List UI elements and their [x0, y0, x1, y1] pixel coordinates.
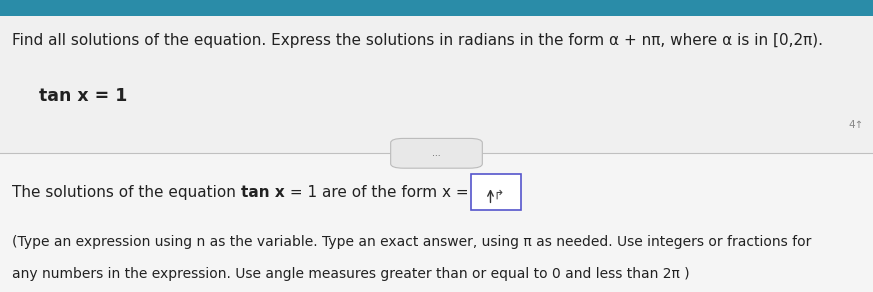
Text: The solutions of the equation: The solutions of the equation: [12, 185, 241, 200]
Text: ...: ...: [432, 149, 441, 158]
Text: = 1 are of the form x =: = 1 are of the form x =: [285, 185, 473, 200]
Text: ↱: ↱: [493, 189, 504, 201]
FancyBboxPatch shape: [0, 0, 873, 16]
FancyBboxPatch shape: [391, 138, 482, 168]
Text: any numbers in the expression. Use angle measures greater than or equal to 0 and: any numbers in the expression. Use angle…: [12, 267, 690, 281]
FancyBboxPatch shape: [0, 16, 873, 153]
Text: (Type an expression using n as the variable. Type an exact answer, using π as ne: (Type an expression using n as the varia…: [12, 235, 812, 249]
FancyBboxPatch shape: [471, 175, 521, 210]
Text: Find all solutions of the equation. Express the solutions in radians in the form: Find all solutions of the equation. Expr…: [12, 33, 823, 48]
Text: 4↑: 4↑: [849, 120, 864, 130]
Text: tan x: tan x: [241, 185, 285, 200]
FancyBboxPatch shape: [0, 153, 873, 292]
Text: tan x = 1: tan x = 1: [39, 87, 127, 105]
